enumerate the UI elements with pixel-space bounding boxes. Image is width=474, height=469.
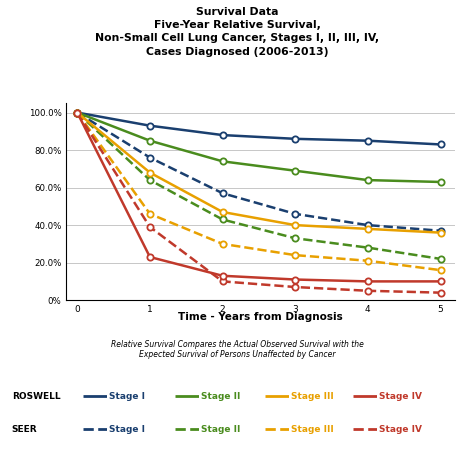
Text: Stage I: Stage I xyxy=(109,392,145,401)
Text: ROSWELL: ROSWELL xyxy=(12,392,61,401)
Text: Stage II: Stage II xyxy=(201,424,240,434)
Text: Stage III: Stage III xyxy=(291,424,334,434)
Text: Relative Survival Compares the Actual Observed Survival with the
Expected Surviv: Relative Survival Compares the Actual Ob… xyxy=(110,340,364,359)
Text: Stage II: Stage II xyxy=(201,392,240,401)
Text: Stage III: Stage III xyxy=(291,392,334,401)
Text: Time - Years from Diagnosis: Time - Years from Diagnosis xyxy=(178,312,343,322)
Text: Stage I: Stage I xyxy=(109,424,145,434)
Text: Stage IV: Stage IV xyxy=(379,424,422,434)
Text: SEER: SEER xyxy=(12,424,37,434)
Text: Survival Data
Five-Year Relative Survival,
Non-Small Cell Lung Cancer, Stages I,: Survival Data Five-Year Relative Surviva… xyxy=(95,7,379,57)
Text: Stage IV: Stage IV xyxy=(379,392,422,401)
